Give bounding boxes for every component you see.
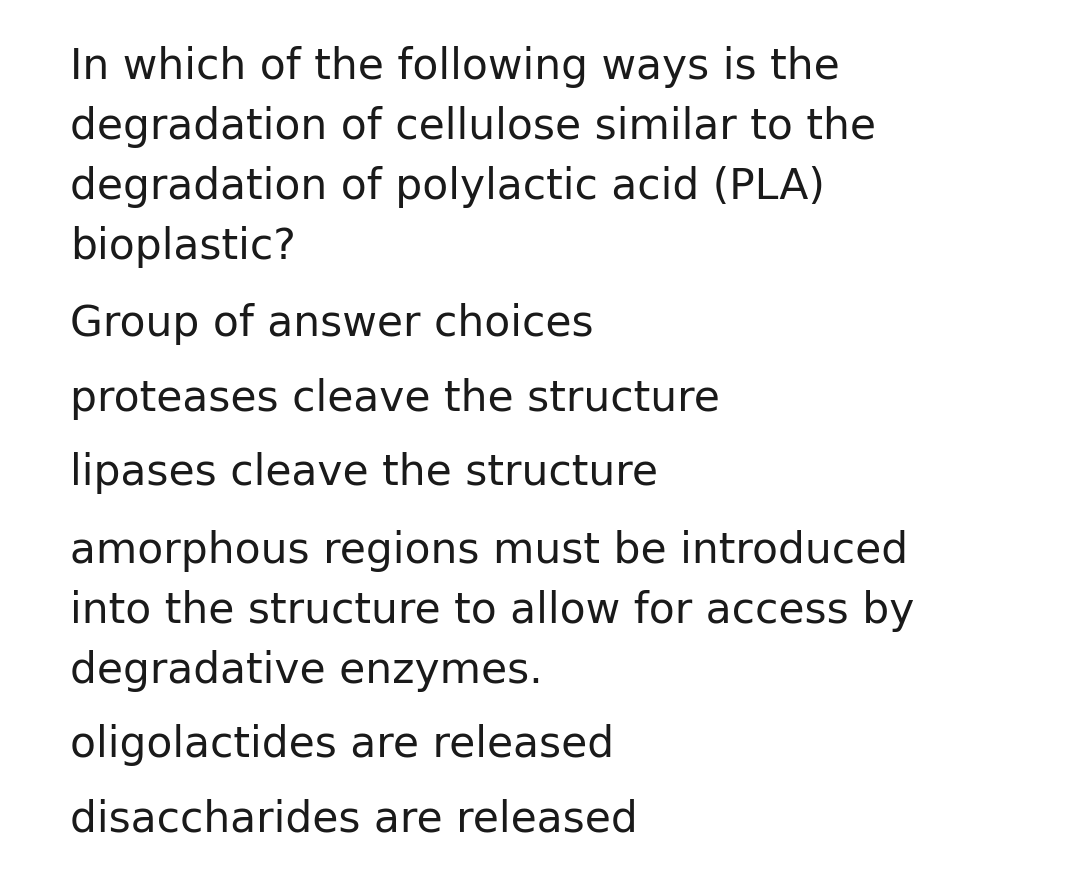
Text: In which of the following ways is the: In which of the following ways is the bbox=[70, 47, 840, 88]
Text: degradation of polylactic acid (PLA): degradation of polylactic acid (PLA) bbox=[70, 167, 825, 208]
Text: amorphous regions must be introduced: amorphous regions must be introduced bbox=[70, 530, 908, 572]
Text: bioplastic?: bioplastic? bbox=[70, 227, 296, 268]
Text: proteases cleave the structure: proteases cleave the structure bbox=[70, 378, 720, 419]
Text: into the structure to allow for access by: into the structure to allow for access b… bbox=[70, 590, 915, 632]
Text: degradative enzymes.: degradative enzymes. bbox=[70, 650, 543, 692]
Text: degradation of cellulose similar to the: degradation of cellulose similar to the bbox=[70, 107, 876, 148]
Text: lipases cleave the structure: lipases cleave the structure bbox=[70, 452, 658, 494]
Text: disaccharides are released: disaccharides are released bbox=[70, 799, 638, 840]
Text: Group of answer choices: Group of answer choices bbox=[70, 304, 594, 345]
Text: oligolactides are released: oligolactides are released bbox=[70, 725, 615, 766]
